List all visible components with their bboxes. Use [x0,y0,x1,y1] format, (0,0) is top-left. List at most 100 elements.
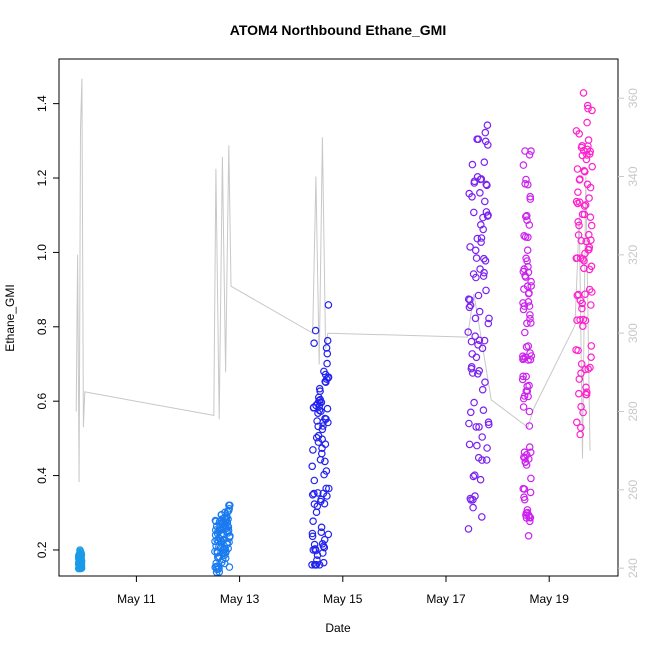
data-point [579,89,588,97]
data-point [225,563,234,571]
data-point [324,373,333,382]
data-point [468,193,476,201]
data-point [524,233,532,242]
data-point [324,484,333,493]
data-point [581,365,590,374]
data-point [483,141,492,149]
data-point [586,147,595,156]
data-point [520,485,529,493]
chart-title: ATOM4 Northbound Ethane_GMI [230,22,446,38]
data-point [310,489,318,498]
data-point [577,360,586,368]
data-point [577,369,585,378]
y-tick-label: 1.2 [35,169,49,186]
axes-layer: May 11 May 13 May 15 May 17 May 19 0.2 0.4 0.6 0… [35,88,640,606]
data-point [522,450,531,459]
data-point [576,315,584,324]
data-point [475,366,484,375]
data-point [470,398,478,407]
data-point [581,316,590,325]
data-point [525,517,534,526]
data-point [310,339,318,348]
data-point [308,532,317,541]
data-point [580,202,589,210]
data-point [572,418,581,427]
data-point [526,319,535,327]
data-point [481,256,490,265]
data-point [521,212,530,221]
data-point [471,332,480,341]
data-point [323,359,331,368]
data-point [527,277,535,286]
data-point [587,221,596,230]
data-point [580,256,588,265]
data-point [323,492,331,500]
data-point [573,165,582,173]
data-point [467,337,476,346]
data-point [471,246,480,255]
data-point [582,237,591,246]
data-point [520,328,529,337]
data-point [224,515,232,523]
data-point [472,353,481,362]
data-point [479,225,488,234]
data-point [323,349,332,358]
data-point [466,295,474,304]
y-right-tick-label: 260 [626,480,640,500]
data-point [308,462,317,471]
data-point [586,183,595,192]
data-point [525,443,534,451]
data-point [477,238,485,247]
data-point [224,523,233,531]
data-point [587,236,595,245]
data-point [586,363,594,372]
data-point [582,383,590,392]
data-point [523,180,532,189]
data-point [587,288,596,296]
data-point [478,385,487,394]
data-point [525,151,534,159]
series-6 [572,89,597,439]
data-point [311,326,320,335]
data-point [466,243,474,251]
data-point [576,175,584,183]
y-right-tick-label: 340 [626,166,640,186]
series-4 [464,121,493,533]
secondary-line [75,78,591,483]
data-point [575,130,584,138]
data-point [524,455,533,463]
data-point [578,299,587,308]
data-point [481,378,489,387]
series-1 [74,546,86,573]
data-point [472,273,480,282]
data-point [524,342,533,350]
data-point [323,404,332,413]
data-point [520,232,528,240]
data-point [519,372,527,381]
data-point [587,342,596,350]
data-point [313,489,322,497]
data-point [226,532,234,540]
data-point [574,389,583,398]
data-point [464,525,473,533]
data-point [576,423,585,432]
data-point [470,471,479,480]
data-point [519,403,528,411]
data-point [574,188,582,197]
data-point [483,121,492,130]
plot-frame [58,58,619,577]
data-point [524,531,533,540]
data-point [474,291,483,300]
data-point [588,106,596,115]
data-point [587,353,595,362]
data-point [585,243,594,252]
data-point [469,208,478,217]
data-point [482,286,490,295]
data-point [586,213,595,222]
data-point [525,407,534,416]
data-point [524,392,532,401]
data-point [582,388,591,397]
data-point [309,403,318,412]
data-point [581,290,589,299]
